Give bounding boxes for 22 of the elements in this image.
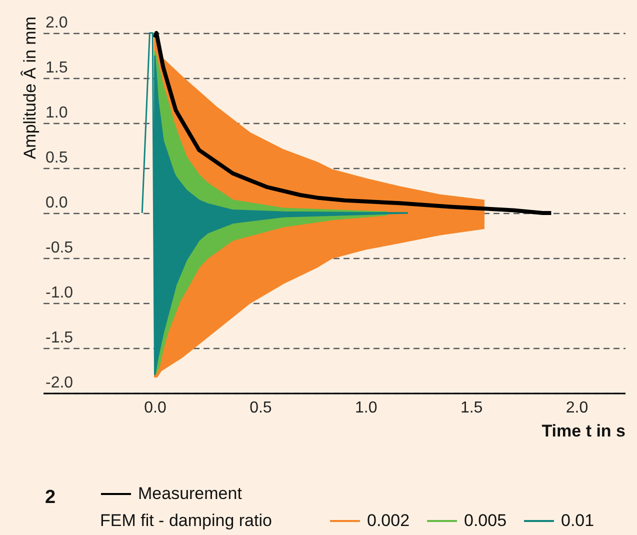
x-axis-title: Time t in s xyxy=(542,422,626,440)
legend-title: FEM fit - damping ratio xyxy=(100,511,272,530)
y-tick-label: 0.0 xyxy=(46,194,68,212)
legend-label: 0.005 xyxy=(464,511,507,530)
x-tick-label: 0.5 xyxy=(250,400,272,416)
x-tick-label: 1.0 xyxy=(355,400,378,416)
y-tick-label: -1.0 xyxy=(46,284,74,302)
text: 2 xyxy=(45,487,56,508)
x-tick-label: 2.0 xyxy=(566,400,588,416)
y-axis-title: Amplitude Â in mm xyxy=(20,16,40,160)
y-tick-label: 1.0 xyxy=(46,104,68,122)
y-tick-label: 0.5 xyxy=(46,150,68,166)
legend-label: 0.01 xyxy=(561,511,594,530)
y-tick-label: -2.0 xyxy=(46,374,74,392)
legend-label: 0.002 xyxy=(367,511,410,530)
x-tick-label: 1.5 xyxy=(460,400,483,416)
y-tick-label: 2.0 xyxy=(46,14,68,32)
y-tick-label: -1.5 xyxy=(46,330,74,346)
y-tick-label: 1.5 xyxy=(46,60,68,76)
legend-label: Measurement xyxy=(138,484,242,503)
y-tick-label: -0.5 xyxy=(46,240,74,256)
x-tick-label: 0.0 xyxy=(144,400,166,416)
